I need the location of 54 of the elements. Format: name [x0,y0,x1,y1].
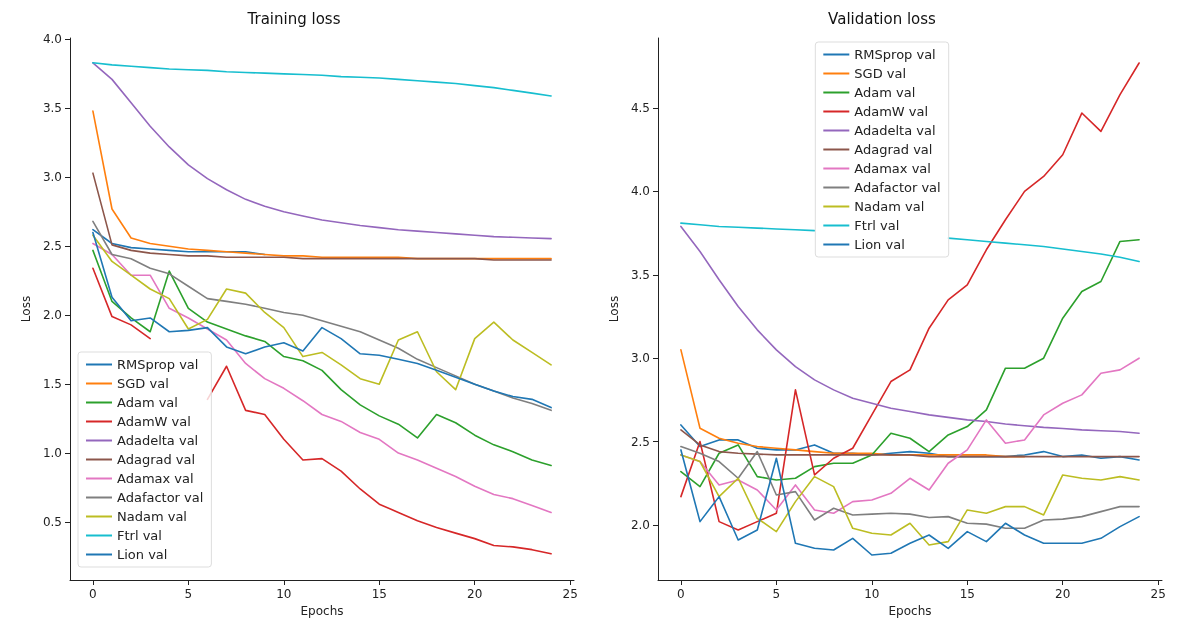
x-tick-label: 15 [959,587,975,601]
x-axis-title: Epochs [300,603,344,618]
y-tick-label: 4.0 [42,32,62,47]
legend-label: Adagrad val [117,452,196,467]
chart-title: Training loss [246,9,341,28]
legend-label: Ftrl val [117,528,162,543]
y-tick-label: 3.5 [630,267,650,282]
x-tick-label: 0 [677,587,685,601]
y-tick-label: 2.0 [630,517,650,532]
y-axis-title: Loss [19,295,34,323]
legend-label: RMSprop val [854,47,936,62]
x-tick-label: 10 [864,587,880,601]
x-tick-label: 25 [1150,587,1166,601]
y-tick-label: 3.0 [630,351,650,366]
y-tick-label: 3.0 [42,170,62,185]
legend-label: Adamax val [854,161,931,176]
legend-label: Nadam val [117,509,187,524]
y-tick-label: 4.0 [630,184,650,199]
legend-label: Adadelta val [854,123,936,138]
x-tick-label: 10 [276,587,292,601]
y-tick-label: 1.5 [42,377,62,392]
legend-label: Adamax val [117,471,194,486]
x-tick-label: 20 [1055,587,1071,601]
legend-label: Ftrl val [854,218,900,233]
y-tick-label: 0.5 [42,515,62,530]
y-axis-title: Loss [607,295,622,323]
x-tick-label: 15 [371,587,387,601]
legend-label: Lion val [854,237,905,252]
legend-label: AdamW val [117,414,191,429]
x-axis-title: Epochs [888,603,932,618]
legend-label: RMSprop val [117,357,199,372]
x-tick-label: 5 [184,587,193,601]
legend-label: SGD val [117,376,169,391]
x-tick-label: 5 [772,587,781,601]
y-tick-label: 2.5 [630,434,650,449]
legend-label: Adam val [854,85,916,100]
legend-label: Lion val [117,547,168,562]
chart-title: Validation loss [828,9,937,28]
y-tick-label: 4.5 [630,101,650,116]
legend-label: Adafactor val [117,490,204,505]
y-tick-label: 2.5 [42,239,62,254]
y-tick-label: 3.5 [42,101,62,116]
legend-label: Adadelta val [117,433,199,448]
legend-label: Adagrad val [854,142,933,157]
y-tick-label: 1.0 [42,446,62,461]
y-tick-label: 2.0 [42,308,62,323]
legend-label: SGD val [854,66,907,81]
x-tick-label: 20 [467,587,483,601]
x-tick-label: 0 [89,587,97,601]
legend-label: AdamW val [854,104,929,119]
legend-label: Adam val [117,395,178,410]
x-tick-label: 25 [562,587,578,601]
legend-label: Adafactor val [854,180,941,195]
legend-label: Nadam val [854,199,925,214]
